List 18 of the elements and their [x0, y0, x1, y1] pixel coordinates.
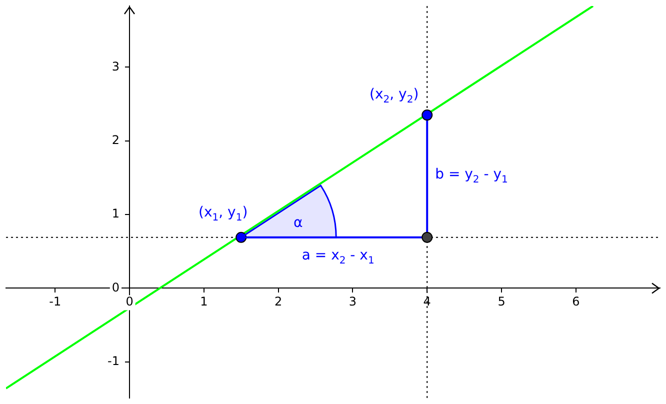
y-tick-label: 1 [112, 206, 120, 221]
x-tick-label: 1 [200, 294, 208, 308]
y-tick-label: 2 [112, 132, 120, 147]
x-tick-label: 6 [572, 294, 580, 308]
y-tick-label: 0 [112, 280, 120, 294]
annotation: α [293, 215, 303, 232]
annotation: (x$_{2}$, y$_{2}$) [370, 86, 419, 106]
x-tick-label: 3 [348, 294, 357, 308]
annotation: b = y$_{2}$ - y$_{1}$ [435, 166, 508, 186]
x-tick-label: 0 [126, 294, 134, 308]
x-tick-label: 4 [423, 294, 431, 308]
annotation: a = x$_{2}$ - x$_{1}$ [302, 248, 374, 267]
y-tick-label: 3 [112, 59, 120, 74]
annotation: (x$_{1}$, y$_{1}$) [198, 204, 248, 224]
x-tick-label: -1 [49, 294, 62, 308]
y-tick-label: -1 [108, 354, 120, 368]
x-tick-label: 5 [498, 294, 506, 308]
x-tick-label: 2 [274, 294, 282, 308]
